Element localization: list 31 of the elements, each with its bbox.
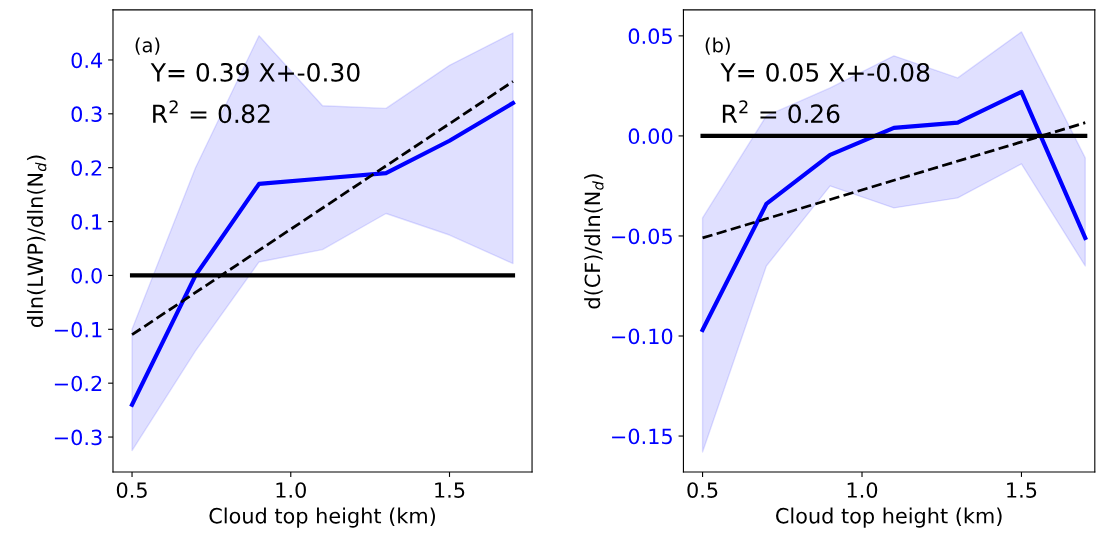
y-tick-label: 0.05	[628, 28, 672, 45]
x-tick-label: 1.0	[276, 482, 306, 498]
y-tick-label: −0.10	[612, 328, 673, 345]
y-tick-label: 0.00	[628, 128, 673, 145]
annotation: R$^{2}$ = 0.26	[722, 100, 840, 124]
y-axis-title: dln(LWP)/dln(N$_{d}$)	[26, 155, 47, 327]
annotation: (a)	[135, 37, 160, 55]
y-tick-label: 0.2	[71, 160, 102, 176]
annotation: R$^{2}$ = 0.82	[153, 100, 270, 124]
line-series	[129, 100, 516, 407]
y-tick-label: 0.1	[71, 214, 102, 230]
x-tick-label: 0.5	[116, 482, 147, 498]
x-tick-label: 0.5	[687, 482, 718, 498]
y-tick-label: −0.2	[54, 375, 102, 392]
y-tick-label: 0.4	[71, 52, 103, 69]
annotation: Y= 0.05 X+-0.08	[720, 62, 930, 82]
y-axis-title: d(CF)/dln(N$_{d}$)	[584, 174, 604, 309]
y-tick-label: 0.0	[71, 267, 102, 284]
y-tick-label: −0.05	[612, 228, 672, 245]
annotation: (b)	[705, 37, 730, 55]
y-tick-label: 0.3	[71, 106, 102, 123]
x-tick-label: 1.5	[1007, 482, 1037, 498]
x-tick-label: 1.0	[847, 482, 878, 498]
y-tick-label: −0.1	[54, 321, 102, 338]
y-tick-label: −0.3	[54, 429, 102, 446]
line-series	[700, 89, 1088, 333]
y-tick-label: −0.15	[612, 428, 672, 445]
annotation: Y= 0.39 X+-0.30	[150, 62, 360, 82]
x-axis-title: Cloud top height (km)	[209, 507, 435, 528]
x-tick-label: 1.5	[435, 482, 465, 498]
x-axis-title: Cloud top height (km)	[776, 507, 1002, 528]
